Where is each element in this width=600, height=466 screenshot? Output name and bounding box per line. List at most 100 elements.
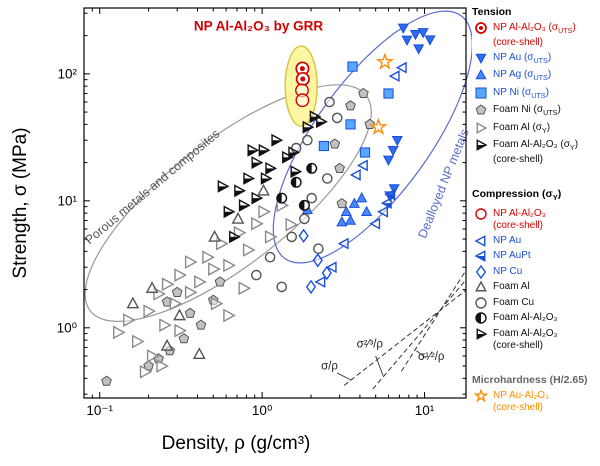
triangle-right-half-icon: [476, 139, 488, 151]
data-point: [375, 52, 395, 70]
data-point: [356, 159, 368, 172]
data-point: [397, 23, 409, 34]
legend-item-np-au-uts: NP Au (σUTS): [472, 52, 599, 67]
data-point: [156, 359, 169, 373]
data-point: [194, 275, 207, 289]
data-point: [349, 168, 361, 181]
legend-section-tension: Tension NP Al-Al₂O₃ (σUTS) (core-shell) NP …: [472, 6, 599, 166]
data-point: [314, 275, 326, 288]
data-point: [161, 277, 175, 292]
data-point: [348, 197, 360, 208]
data-point: [388, 70, 400, 83]
data-point: [334, 162, 345, 173]
legend-item-foam-al-al-o: Foam Al-Al₂O₃: [472, 312, 599, 325]
data-point: [359, 147, 371, 158]
data-point: [258, 143, 271, 157]
data-point: [184, 255, 198, 269]
data-point: [223, 258, 236, 273]
data-point: [290, 165, 303, 178]
series-np-al-al2o3-uts-core-shell: [295, 61, 310, 87]
series-np-au-compression: [314, 61, 407, 288]
legend-item-label: Foam Cu: [493, 296, 535, 308]
data-point: [286, 231, 298, 243]
data-point: [159, 318, 172, 332]
guide-leader: [416, 350, 427, 359]
data-point: [321, 173, 333, 184]
data-point: [174, 323, 187, 338]
data-point: [112, 325, 126, 340]
legend-item-foam-ni-uts: Foam Ni (σUTS): [472, 104, 599, 119]
data-point: [271, 133, 284, 147]
data-point: [184, 285, 198, 300]
guide-line-label: σ/ρ: [321, 360, 338, 372]
data-point: [424, 35, 436, 46]
data-point: [306, 162, 318, 174]
data-point: [356, 192, 368, 203]
grr-annotation: NP Al-Al₂O₃ by GRR: [194, 18, 324, 33]
data-point: [324, 96, 335, 108]
data-point: [210, 296, 224, 311]
data-point: [178, 333, 190, 344]
data-point: [312, 253, 323, 268]
guide-leader: [337, 372, 351, 381]
legend-item-label: NP Ni (σUTS): [493, 86, 549, 100]
data-point: [290, 176, 302, 188]
legend-item-np-ni-uts: NP Ni (σUTS): [472, 87, 599, 102]
data-point: [345, 119, 356, 130]
series-foam-al-compression: [126, 183, 270, 360]
data-point: [231, 211, 245, 224]
guide-leader: [375, 355, 384, 376]
data-point: [391, 135, 403, 147]
y-axis-label: Strength, σ (MPa): [10, 127, 31, 279]
series-foam-al-al2o3-yield-core-shell: [217, 110, 328, 244]
data-point: [325, 261, 337, 274]
data-point: [336, 216, 348, 227]
legend-section-title: Compression (σY): [472, 188, 562, 203]
legend-item-label: NP Au (σUTS): [493, 51, 552, 65]
legend-item-label: NP Al-Al₂O₃ (core-shell): [493, 208, 546, 232]
data-point: [309, 110, 322, 124]
data-point: [264, 230, 278, 244]
data-point: [329, 138, 341, 149]
star-open-icon: [473, 388, 489, 403]
series-foam-al-al2o3-compression: [276, 162, 318, 211]
legend-item-label: NP AuPt: [493, 250, 531, 262]
triangle-down-icon: [475, 53, 487, 64]
data-point: [276, 192, 288, 204]
square-icon: [475, 87, 487, 98]
data-point: [295, 93, 310, 108]
data-point: [331, 112, 343, 124]
legend-item-label: Foam Al-Al₂O₃ (core-shell): [493, 327, 558, 351]
data-point: [306, 192, 318, 204]
data-point: [223, 205, 236, 219]
data-point: [358, 87, 369, 99]
legend-item-np-aupt: NP AuPt: [472, 250, 599, 263]
data-point: [318, 140, 329, 152]
circle-half-icon: [475, 312, 487, 324]
data-point: [413, 44, 425, 55]
triangle-up-open-icon: [475, 280, 487, 292]
guide-line-label: σ²⁄³/ρ: [357, 338, 384, 350]
legend-item-foam-al-al-o: Foam Al-Al₂O₃ (core-shell): [472, 328, 599, 352]
data-point: [383, 88, 394, 99]
legend-section-title: Microhardness (H/2.65): [472, 373, 588, 386]
legend-item-label: Foam Al-Al₂O₃ (σY) (core-shell): [493, 139, 579, 165]
data-point: [234, 184, 246, 198]
circle-dot-icon: [475, 22, 487, 34]
data-point: [387, 146, 399, 157]
data-point: [101, 375, 112, 386]
legend-item-foam-al-y: Foam Al (σY): [472, 122, 599, 137]
y-tick-label: 10⁰: [57, 320, 78, 335]
data-point: [285, 217, 299, 232]
series-np-aupt-compression: [380, 188, 396, 210]
data-point: [288, 146, 301, 159]
data-point: [139, 364, 153, 379]
data-point: [214, 276, 226, 287]
data-point: [305, 279, 317, 295]
legend-item-label: NP Al-Al₂O₃ (σUTS) (core-shell): [493, 22, 576, 48]
data-point: [223, 308, 236, 323]
x-tick-label: 10⁰: [252, 403, 273, 418]
triangle-up-icon: [475, 68, 487, 80]
data-point: [229, 230, 241, 244]
data-point: [298, 228, 309, 244]
